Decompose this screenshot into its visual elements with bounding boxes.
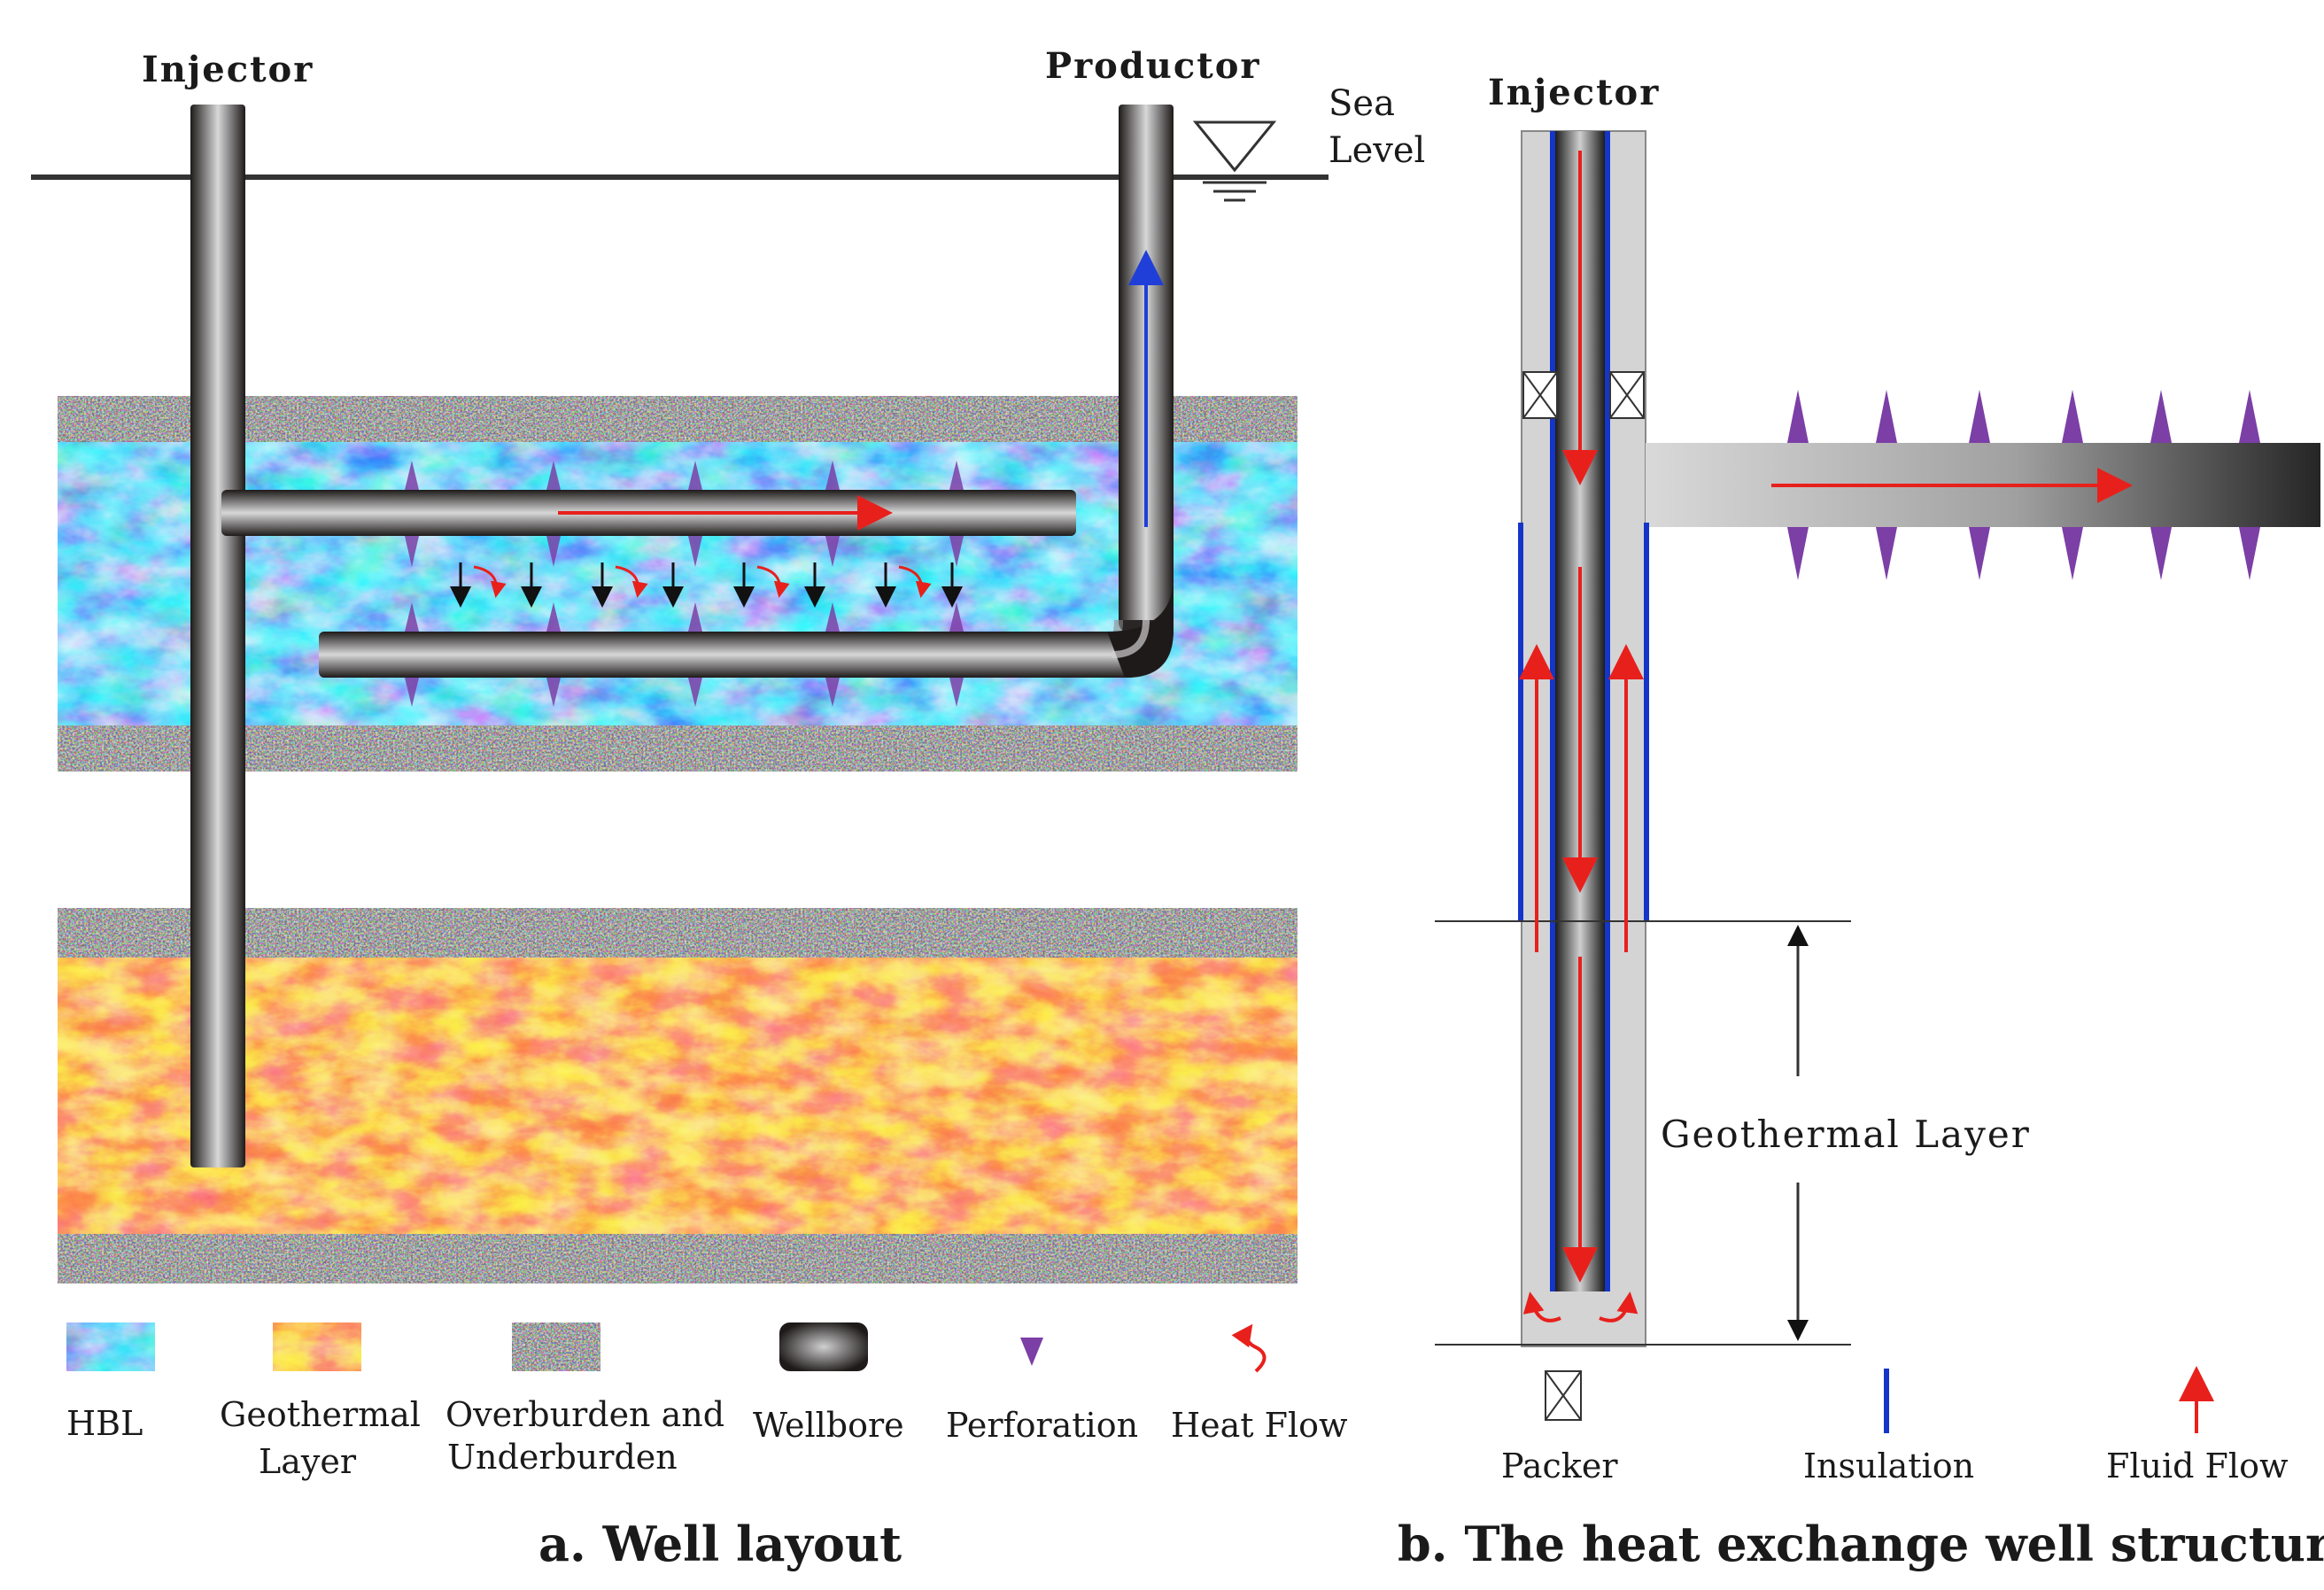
heat-flow-arrows [450, 562, 963, 608]
perforation-mark [546, 461, 561, 490]
perforation-mark [1969, 527, 1990, 580]
level-label: Level [1329, 130, 1425, 171]
perforation-mark [546, 536, 561, 567]
legend-panel-a: HBL Geothermal Layer Overburden and Unde… [66, 1322, 1348, 1481]
legend-overburden-label-2: Underburden [447, 1438, 678, 1477]
perforation-mark [825, 536, 840, 567]
perforation-mark [546, 602, 561, 632]
legend-insulation-label: Insulation [1803, 1447, 1974, 1485]
perforations-panel-a [405, 461, 964, 707]
legend-panel-b: Packer Insulation Fluid Flow [1501, 1366, 2289, 1485]
perforation-mark [2150, 390, 2172, 443]
perforation-mark [1787, 527, 1809, 580]
panel-b-heat-exchange-well: Geothermal Layer Injector Packer Insulat… [1398, 72, 2324, 1572]
heat-flow-arrow [473, 565, 507, 598]
legend-geothermal-label-2: Layer [259, 1442, 357, 1481]
legend-geothermal-swatch [273, 1322, 361, 1371]
perforation-mark [1876, 390, 1897, 443]
geothermal-underburden [58, 1234, 1298, 1284]
injector-label-b: Injector [1488, 72, 1660, 113]
perforation-mark [688, 678, 702, 707]
geothermal-overburden [58, 908, 1298, 958]
perforation-mark [405, 602, 419, 632]
perforation-mark [405, 678, 419, 707]
perforation-mark [2150, 527, 2172, 580]
legend-hbl-swatch [66, 1322, 155, 1371]
perforations-panel-b [1787, 390, 2260, 580]
legend-overburden-swatch [512, 1322, 600, 1371]
flow-turn-right [1599, 1291, 1638, 1322]
perforation-mark [688, 602, 702, 632]
productor-label: Productor [1045, 45, 1260, 87]
legend-fluid-flow-label: Fluid Flow [2106, 1447, 2289, 1485]
injector-wellbore [190, 105, 245, 1167]
perforation-mark [949, 461, 964, 490]
legend-heat-flow-label: Heat Flow [1171, 1406, 1348, 1445]
perforation-mark [949, 536, 964, 567]
legend-packer-icon [1545, 1370, 1582, 1421]
perforation-mark [1969, 390, 1990, 443]
perforation-mark [949, 602, 964, 632]
heat-flow-arrow [898, 565, 932, 598]
sea-level-symbol [1192, 120, 1277, 202]
packer-right [1609, 371, 1645, 419]
legend-hbl-label: HBL [66, 1404, 143, 1443]
perforation-mark [825, 678, 840, 707]
perforation-mark [546, 678, 561, 707]
legend-heat-flow-icon [1231, 1323, 1267, 1373]
heat-flow-arrow [756, 565, 790, 598]
perforation-mark [825, 602, 840, 632]
perforation-mark [2062, 527, 2083, 580]
productor-lateral [319, 632, 1129, 678]
perforation-mark [405, 461, 419, 490]
hbl-underburden [58, 725, 1298, 772]
legend-overburden-label-1: Overburden and [445, 1395, 724, 1434]
perforation-mark [1787, 390, 1809, 443]
injector-label-a: Injector [142, 49, 314, 90]
sea-label: Sea [1329, 83, 1395, 124]
perforation-mark [2239, 390, 2260, 443]
legend-perforation-icon [1020, 1338, 1043, 1366]
perforation-mark [688, 536, 702, 567]
perforation-mark [2239, 527, 2260, 580]
flow-turn-left [1522, 1291, 1561, 1322]
caption-b: b. The heat exchange well structure [1398, 1516, 2324, 1572]
heat-flow-arrow [615, 565, 648, 598]
perforation-mark [1876, 527, 1897, 580]
legend-wellbore-swatch [779, 1322, 868, 1371]
caption-a: a. Well layout [538, 1516, 902, 1572]
perforation-mark [2062, 390, 2083, 443]
geothermal-layer [58, 958, 1298, 1234]
geothermal-layer-label: Geothermal Layer [1661, 1113, 2031, 1156]
panel-a-well-layout: Sea Level Injector Productor [31, 45, 1425, 1572]
legend-wellbore-label: Wellbore [753, 1406, 904, 1445]
legend-geothermal-label-1: Geothermal [220, 1395, 421, 1434]
perforation-mark [825, 461, 840, 490]
packer-left [1522, 371, 1558, 419]
hbl-layer [58, 442, 1298, 725]
legend-perforation-label: Perforation [946, 1406, 1138, 1445]
hbl-overburden-top [58, 396, 1298, 442]
perforation-mark [688, 461, 702, 490]
legend-packer-label: Packer [1501, 1447, 1618, 1485]
perforation-mark [405, 536, 419, 567]
perforation-mark [949, 678, 964, 707]
